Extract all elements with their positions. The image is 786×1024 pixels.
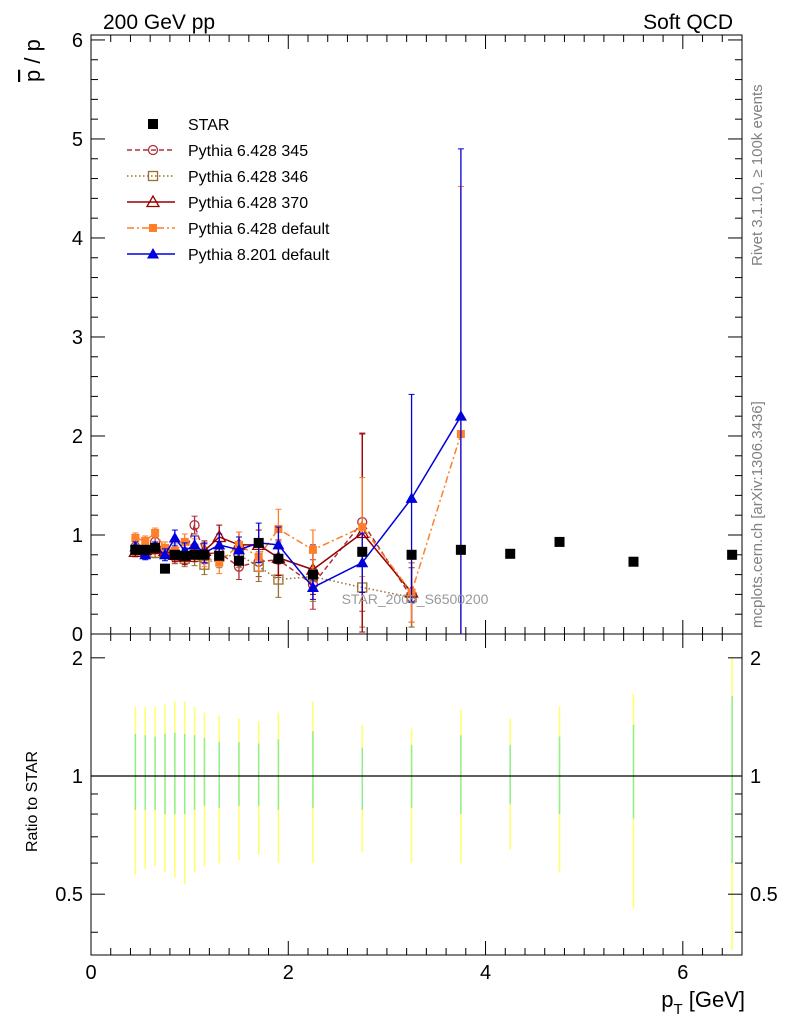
- point-marker: [214, 550, 225, 561]
- series-line: [135, 433, 462, 595]
- main-y-axis-label: p / p: [20, 39, 45, 82]
- point-marker: [179, 550, 190, 561]
- legend-label: Pythia 6.428 default: [188, 221, 330, 238]
- point-marker: [199, 549, 210, 560]
- point-marker: [306, 581, 319, 592]
- point-marker: [356, 556, 369, 568]
- legend-label: Pythia 6.428 370: [188, 195, 308, 212]
- legend-entry: Pythia 6.428 346: [127, 169, 308, 186]
- point-marker: [454, 410, 467, 421]
- point-marker: [406, 549, 417, 560]
- main-y-tick-label: 0: [72, 624, 83, 646]
- x-tick-label: 6: [677, 962, 688, 984]
- point-marker: [307, 569, 318, 580]
- point-marker: [358, 523, 367, 532]
- point-marker: [405, 492, 418, 503]
- ratio-y-tick-label-right: 2: [750, 648, 761, 670]
- ratio-bands: [134, 657, 733, 951]
- point-marker: [215, 558, 224, 567]
- point-marker: [189, 519, 200, 531]
- point-marker: [505, 548, 516, 559]
- main-y-tick-label: 6: [72, 30, 83, 52]
- analysis-watermark: STAR_2006_S6500200: [342, 591, 489, 607]
- point-marker: [357, 546, 368, 557]
- ratio-y-tick-label: 0.5: [55, 884, 83, 906]
- point-marker: [180, 537, 189, 546]
- rivet-version-label: Rivet 3.1.10, ≥ 100k events: [749, 84, 766, 266]
- series-marks: [128, 148, 738, 634]
- point-marker: [130, 544, 141, 555]
- legend-label: Pythia 6.428 345: [188, 143, 308, 160]
- main-y-tick-label: 5: [72, 129, 83, 151]
- legend-entry: Pythia 8.201 default: [127, 247, 330, 264]
- x-tick-label: 0: [85, 962, 96, 984]
- point-marker: [628, 556, 639, 567]
- x-axis-label-rest: [GeV]: [683, 987, 745, 1012]
- point-marker: [727, 549, 738, 560]
- main-y-tick-label: 2: [72, 426, 83, 448]
- main-y-tick-label: 3: [72, 327, 83, 349]
- x-tick-label: 2: [283, 962, 294, 984]
- legend-entry: Pythia 6.428 default: [127, 221, 330, 238]
- ratio-y-axis-label: Ratio to STAR: [24, 751, 41, 852]
- point-marker: [140, 544, 151, 555]
- legend-label: Pythia 6.428 346: [188, 169, 308, 186]
- point-marker: [455, 544, 466, 555]
- legend-entry: Pythia 6.428 345: [127, 143, 308, 160]
- ratio-y-tick-label: 1: [72, 766, 83, 788]
- point-marker: [145, 194, 161, 208]
- point-marker: [232, 543, 245, 555]
- energy-label: 200 GeV pp: [103, 11, 215, 34]
- point-marker: [272, 538, 285, 550]
- ratio-plot-frame: [90, 633, 743, 956]
- point-marker: [273, 553, 284, 564]
- point-marker: [147, 144, 159, 156]
- point-marker: [147, 248, 159, 259]
- point-marker: [147, 170, 159, 182]
- x-tick-label: 4: [480, 962, 491, 984]
- point-marker: [159, 563, 170, 574]
- series-data: [130, 536, 738, 580]
- point-marker: [168, 531, 181, 543]
- point-marker: [554, 536, 565, 547]
- point-marker: [150, 542, 161, 553]
- point-marker: [189, 549, 200, 560]
- legend: STAR Pythia 6.428 345 Pythia 6.428 346 Pyth…: [127, 117, 330, 264]
- x-axis-label-subscript: T: [673, 1001, 682, 1018]
- point-marker: [253, 537, 264, 548]
- main-y-axis-label-symbol: p: [20, 70, 45, 82]
- legend-label: Pythia 8.201 default: [188, 247, 330, 264]
- x-axis-label-symbol: p: [661, 987, 673, 1012]
- point-marker: [308, 545, 317, 554]
- point-marker: [131, 533, 140, 542]
- x-axis-label: pT [GeV]: [661, 987, 745, 1018]
- legend-entry: STAR: [148, 117, 229, 134]
- legend-label: STAR: [188, 117, 229, 134]
- point-marker: [160, 543, 169, 552]
- point-marker: [233, 555, 244, 566]
- point-marker: [169, 549, 180, 560]
- point-marker: [188, 538, 201, 550]
- point-marker: [149, 224, 157, 232]
- main-y-axis-label-rest: / p: [20, 39, 45, 70]
- point-marker: [213, 538, 226, 550]
- main-y-tick-label: 4: [72, 228, 83, 250]
- legend-entry: Pythia 6.428 370: [127, 194, 308, 212]
- ratio-y-tick-label: 2: [72, 648, 83, 670]
- point-marker: [148, 119, 158, 129]
- main-series-group: [128, 148, 738, 634]
- category-label: Soft QCD: [643, 11, 733, 34]
- mcplots-label: mcplots.cern.ch [arXiv:1306.3436]: [749, 401, 766, 628]
- ratio-y-tick-label-right: 0.5: [750, 884, 778, 906]
- ratio-y-tick-label-right: 1: [750, 766, 761, 788]
- point-marker: [151, 529, 160, 538]
- main-y-tick-label: 1: [72, 525, 83, 547]
- point-marker: [158, 548, 171, 560]
- point-marker: [141, 536, 150, 545]
